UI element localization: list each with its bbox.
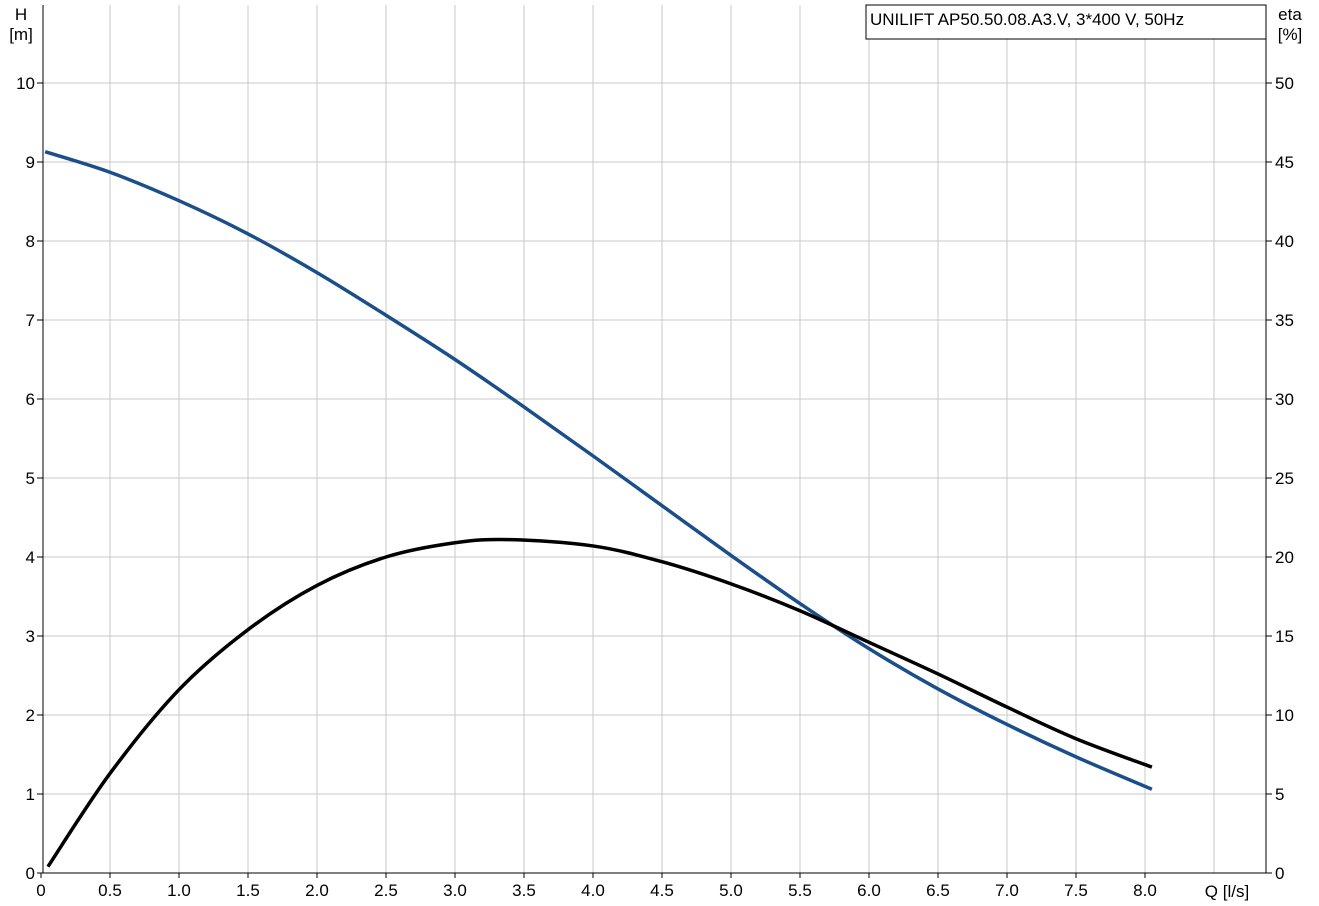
legend-title: UNILIFT AP50.50.08.A3.V, 3*400 V, 50Hz	[870, 10, 1184, 29]
x-tick-label: 0.5	[98, 881, 122, 900]
x-tick-label: 6.5	[926, 881, 950, 900]
series-lines	[44, 150, 1153, 868]
left-tick-label: 2	[26, 706, 35, 725]
x-tick-label: 5.0	[719, 881, 743, 900]
right-tick-label: 20	[1275, 548, 1294, 567]
left-tick-label: 8	[26, 232, 35, 251]
x-tick-label: 4.0	[581, 881, 605, 900]
x-tick-label: 3.0	[443, 881, 467, 900]
right-axis-ticks: 0 5 10 15 20 25 30 35 40 45 50	[1266, 74, 1294, 883]
right-tick-label: 25	[1275, 469, 1294, 488]
grid	[43, 5, 1266, 873]
x-tick-label: 4.5	[650, 881, 674, 900]
left-tick-label: 0	[26, 864, 35, 883]
x-axis-label: Q [l/s]	[1205, 882, 1249, 901]
x-tick-label: 0	[36, 881, 45, 900]
left-tick-label: 5	[26, 469, 35, 488]
left-axis-ticks: 0 1 2 3 4 5 6 7 8 9 10	[16, 74, 43, 883]
right-tick-label: 15	[1275, 627, 1294, 646]
left-axis-symbol: H	[15, 5, 27, 24]
left-axis-unit: [m]	[9, 25, 33, 44]
left-tick-label: 1	[26, 785, 35, 804]
x-tick-label: 1.0	[167, 881, 191, 900]
left-tick-label: 7	[26, 311, 35, 330]
axes	[42, 5, 1267, 874]
right-axis-symbol: eta	[1278, 5, 1302, 24]
right-tick-label: 45	[1275, 153, 1294, 172]
x-tick-label: 5.5	[788, 881, 812, 900]
right-axis-unit: [%]	[1278, 25, 1303, 44]
right-tick-label: 50	[1275, 74, 1294, 93]
right-tick-label: 5	[1275, 785, 1284, 804]
right-tick-label: 30	[1275, 390, 1294, 409]
left-tick-label: 3	[26, 627, 35, 646]
left-tick-label: 4	[26, 548, 35, 567]
series-line-h	[44, 150, 1153, 791]
x-tick-label: 7.0	[995, 881, 1019, 900]
right-tick-label: 10	[1275, 706, 1294, 725]
right-tick-label: 35	[1275, 311, 1294, 330]
left-tick-label: 9	[26, 153, 35, 172]
series-line-eta	[46, 537, 1153, 868]
right-tick-label: 40	[1275, 232, 1294, 251]
x-tick-label: 3.5	[512, 881, 536, 900]
x-tick-label: 8.0	[1133, 881, 1157, 900]
left-tick-label: 6	[26, 390, 35, 409]
x-tick-label: 2.0	[305, 881, 329, 900]
right-tick-label: 0	[1275, 864, 1284, 883]
x-tick-label: 7.5	[1064, 881, 1088, 900]
x-tick-label: 2.5	[374, 881, 398, 900]
plot-background	[43, 5, 1266, 873]
x-tick-label: 1.5	[236, 881, 260, 900]
x-axis-ticks: 0 0.5 1.0 1.5 2.0 2.5 3.0 3.5 4.0 4.5 5.0 5.5 6.0 6.5…	[36, 873, 1157, 900]
legend-box	[865, 4, 1267, 40]
left-tick-label: 10	[16, 74, 35, 93]
x-tick-label: 6.0	[857, 881, 881, 900]
